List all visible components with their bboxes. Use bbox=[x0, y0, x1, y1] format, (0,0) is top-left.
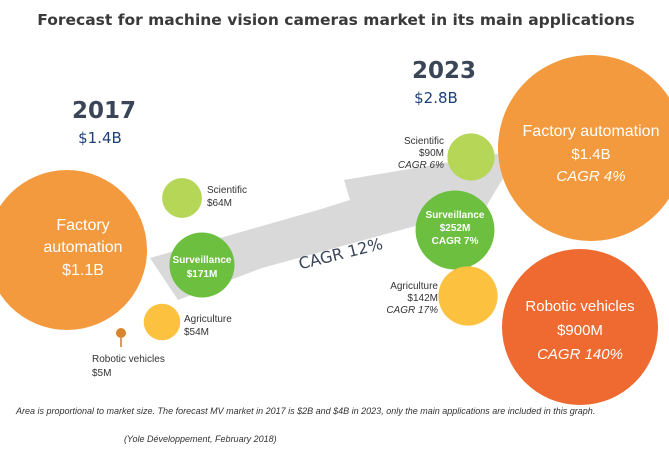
label-2017-agriculture-value: $54M bbox=[184, 327, 209, 338]
total-2023: $2.8B bbox=[414, 89, 458, 107]
label-2023-scientific-name: Scientific bbox=[404, 136, 444, 147]
bubble-2023-surveillance bbox=[415, 190, 495, 270]
label-2023-factory-value: $1.4B bbox=[571, 146, 610, 163]
label-2023-agriculture-cagr: CAGR 17% bbox=[386, 305, 438, 316]
label-2023-surveillance-cagr: CAGR 7% bbox=[432, 236, 479, 247]
growth-arrow bbox=[150, 150, 520, 300]
bubble-2023-factory bbox=[498, 55, 669, 241]
label-2017-scientific-value: $64M bbox=[207, 198, 232, 209]
label-2023-factory-cagr: CAGR 4% bbox=[556, 168, 625, 185]
label-2017-surveillance-value: $171M bbox=[187, 269, 218, 280]
footnote: Area is proportional to market size. The… bbox=[15, 406, 595, 416]
label-2023-robotic-name: Robotic vehicles bbox=[525, 298, 634, 315]
bubble-2023-scientific bbox=[447, 133, 495, 181]
label-2023-scientific-value: $90M bbox=[419, 148, 444, 159]
label-2017-scientific-name: Scientific bbox=[207, 185, 247, 196]
label-2017-agriculture-name: Agriculture bbox=[184, 314, 232, 325]
year-2023: 2023 bbox=[412, 58, 476, 84]
bubble-2017-surveillance bbox=[169, 232, 235, 298]
label-2017-robotic-value: $5M bbox=[92, 368, 111, 379]
label-2023-surveillance-value: $252M bbox=[440, 223, 471, 234]
labels-layer: Factory automation $1.1B Scientific $64M Surv… bbox=[43, 123, 659, 379]
label-2023-factory-name: Factory automation bbox=[523, 123, 660, 140]
year-2017: 2017 bbox=[72, 98, 136, 124]
chart-title: Forecast for machine vision cameras mark… bbox=[37, 11, 635, 29]
label-2023-robotic-cagr: CAGR 140% bbox=[537, 346, 623, 363]
bubble-2023-agriculture bbox=[438, 266, 498, 326]
label-2023-agriculture-value: $142M bbox=[407, 293, 438, 304]
label-2017-factory-name2: automation bbox=[43, 239, 122, 256]
label-2017-factory-value: $1.1B bbox=[62, 262, 104, 279]
label-2017-surveillance-name: Surveillance bbox=[173, 255, 232, 266]
label-2023-scientific-cagr: CAGR 6% bbox=[398, 160, 444, 171]
bubble-2017-robotic bbox=[116, 328, 126, 338]
bubble-2023-robotic bbox=[502, 249, 658, 405]
label-2017-factory-name: Factory bbox=[56, 217, 109, 234]
bubble-2017-agriculture bbox=[143, 303, 181, 341]
bubble-2017-scientific bbox=[162, 178, 202, 218]
label-2023-agriculture-name: Agriculture bbox=[390, 281, 438, 292]
bubble-2017-factory bbox=[0, 170, 147, 330]
label-2017-robotic-name: Robotic vehicles bbox=[92, 354, 165, 365]
label-2023-robotic-value: $900M bbox=[557, 322, 603, 339]
source-note: (Yole Développement, February 2018) bbox=[124, 434, 277, 444]
bubbles-layer bbox=[0, 55, 669, 405]
total-2017: $1.4B bbox=[78, 129, 122, 147]
label-2023-surveillance-name: Surveillance bbox=[426, 210, 485, 221]
